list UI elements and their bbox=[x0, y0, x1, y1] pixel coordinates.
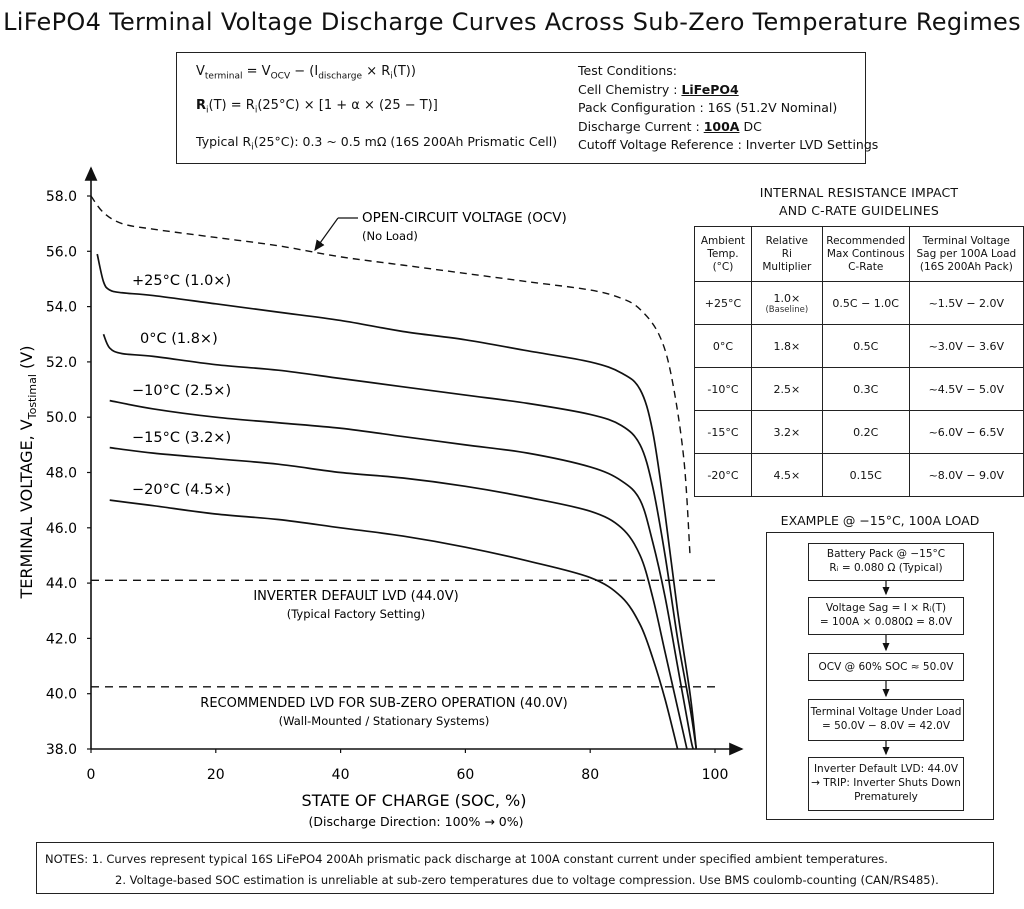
formula-box bbox=[176, 52, 866, 164]
y-tick-label: 50.0 bbox=[46, 410, 77, 426]
y-tick-label: 56.0 bbox=[46, 244, 77, 260]
y-tick-label: 42.0 bbox=[46, 631, 77, 647]
y-tick-label: 46.0 bbox=[46, 521, 77, 537]
example-title: EXAMPLE @ −15°C, 100A LOAD bbox=[780, 513, 980, 528]
formula-terminal-voltage: Vterminal = VOCV − (Idischarge × Ri(T)) bbox=[196, 64, 416, 82]
series-line-1 bbox=[96, 253, 698, 750]
test-conditions-heading: Test Conditions: bbox=[578, 63, 677, 78]
formula-typical-resistance: Typical Ri(25°C): 0.3 ~ 0.5 mΩ (16S 200A… bbox=[196, 134, 558, 153]
discharge-chart: 38.0 40.0 42.0 44.0 46.0 48.0 50.0 52.0 54.0 56.0… bbox=[17, 166, 744, 829]
chart-axes: 38.0 40.0 42.0 44.0 46.0 48.0 50.0 52.0 54.0 56.0… bbox=[46, 166, 744, 783]
series-label-minus20c: −20°C (4.5×) bbox=[132, 482, 231, 498]
series-label-minus10c: −10°C (2.5×) bbox=[132, 383, 231, 399]
series-line-5 bbox=[109, 499, 679, 750]
header-sag: Terminal Voltage Sag per 100A Load (16S 20… bbox=[908, 226, 1024, 282]
inverter-lvd-label: INVERTER DEFAULT LVD (44.0V) bbox=[253, 589, 458, 604]
x-tick-label: 0 bbox=[87, 767, 96, 783]
ocv-label: OPEN-CIRCUIT VOLTAGE (OCV) bbox=[362, 210, 567, 226]
y-axis-label: TERMINAL VOLTAGE, VTostimal (V) bbox=[17, 346, 39, 600]
x-tick-label: 20 bbox=[207, 767, 225, 783]
pack-configuration: Pack Configuration : 16S (51.2V Nominal) bbox=[578, 100, 838, 115]
y-tick-label: 40.0 bbox=[46, 687, 77, 703]
series-label-0c: 0°C (1.8×) bbox=[140, 331, 218, 347]
recommended-lvd-label: RECOMMENDED LVD FOR SUB-ZERO OPERATION (… bbox=[200, 696, 567, 711]
series-label-minus15c: −15°C (3.2×) bbox=[132, 430, 231, 446]
test-conditions: Test Conditions: Cell Chemistry : LiFePO… bbox=[578, 62, 878, 155]
x-axis-label: STATE OF CHARGE (SOC, %) bbox=[302, 791, 527, 810]
inverter-lvd-sublabel: (Typical Factory Setting) bbox=[287, 607, 426, 621]
header-crate: Recommended Max Continous C-Rate bbox=[821, 226, 910, 282]
note-1: NOTES: 1. Curves represent typical 16S L… bbox=[45, 852, 888, 866]
y-tick-label: 44.0 bbox=[46, 576, 77, 592]
table-row: -15°C 3.2× 0.2C ~6.0V − 6.5V bbox=[694, 410, 1024, 454]
cutoff-voltage-reference: Cutoff Voltage Reference : Inverter LVD … bbox=[578, 137, 879, 152]
x-tick-label: 60 bbox=[456, 767, 474, 783]
example-box bbox=[766, 532, 994, 820]
y-tick-label: 54.0 bbox=[46, 300, 77, 316]
y-tick-label: 58.0 bbox=[46, 189, 77, 205]
recommended-lvd-sublabel: (Wall-Mounted / Stationary Systems) bbox=[279, 714, 490, 728]
x-tick-label: 80 bbox=[581, 767, 599, 783]
ocv-sublabel: (No Load) bbox=[362, 229, 418, 243]
flow-step-trip: Inverter Default LVD: 44.0V → TRIP: Inver… bbox=[808, 757, 964, 811]
series-line-2 bbox=[102, 333, 698, 750]
series-lines bbox=[90, 195, 698, 750]
chart-title: LiFePO4 Terminal Voltage Discharge Curve… bbox=[3, 8, 1021, 36]
x-tick-label: 40 bbox=[332, 767, 350, 783]
flow-step-voltage-sag: Voltage Sag = I × Rᵢ(T) = 100A × 0.080Ω =… bbox=[808, 597, 964, 635]
resistance-table: Ambient Temp. (°C) Relative Ri Multiplier Re… bbox=[694, 226, 1024, 497]
table-header-row: Ambient Temp. (°C) Relative Ri Multiplier Re… bbox=[694, 226, 1024, 282]
reference-lines bbox=[91, 579, 715, 688]
flow-step-battery: Battery Pack @ −15°C Rᵢ = 0.080 Ω (Typica… bbox=[808, 543, 964, 581]
y-tick-label: 52.0 bbox=[46, 355, 77, 371]
series-line-4 bbox=[109, 446, 688, 750]
cell-chemistry: Cell Chemistry : LiFePO4 bbox=[578, 81, 739, 97]
series-line-0 bbox=[90, 195, 691, 556]
discharge-current: Discharge Current : 100A DC bbox=[578, 118, 762, 134]
flow-step-terminal-voltage: Terminal Voltage Under Load = 50.0V − 8.0… bbox=[808, 699, 964, 741]
resistance-table-title: INTERNAL RESISTANCE IMPACT AND C-RATE GU… bbox=[759, 185, 959, 218]
table-row: -10°C 2.5× 0.3C ~4.5V − 5.0V bbox=[694, 367, 1024, 411]
formula-resistance: Ri(T) = Ri(25°C) × [1 + α × (25 − T)] bbox=[196, 98, 438, 116]
y-tick-label: 48.0 bbox=[46, 466, 77, 482]
table-row: -20°C 4.5× 0.15C ~8.0V − 9.0V bbox=[694, 453, 1024, 497]
notes-box: NOTES: 1. Curves represent typical 16S L… bbox=[36, 842, 994, 894]
y-tick-label: 38.0 bbox=[46, 742, 77, 758]
series-label-25c: +25°C (1.0×) bbox=[132, 273, 231, 289]
series-line-3 bbox=[109, 399, 694, 750]
x-tick-label: 100 bbox=[702, 767, 729, 783]
table-row: 0°C 1.8× 0.5C ~3.0V − 3.6V bbox=[694, 324, 1024, 368]
note-2: 2. Voltage-based SOC estimation is unrel… bbox=[115, 873, 939, 887]
flow-step-ocv: OCV @ 60% SOC ≈ 50.0V bbox=[808, 653, 964, 681]
x-axis-sublabel: (Discharge Direction: 100% → 0%) bbox=[309, 814, 524, 829]
